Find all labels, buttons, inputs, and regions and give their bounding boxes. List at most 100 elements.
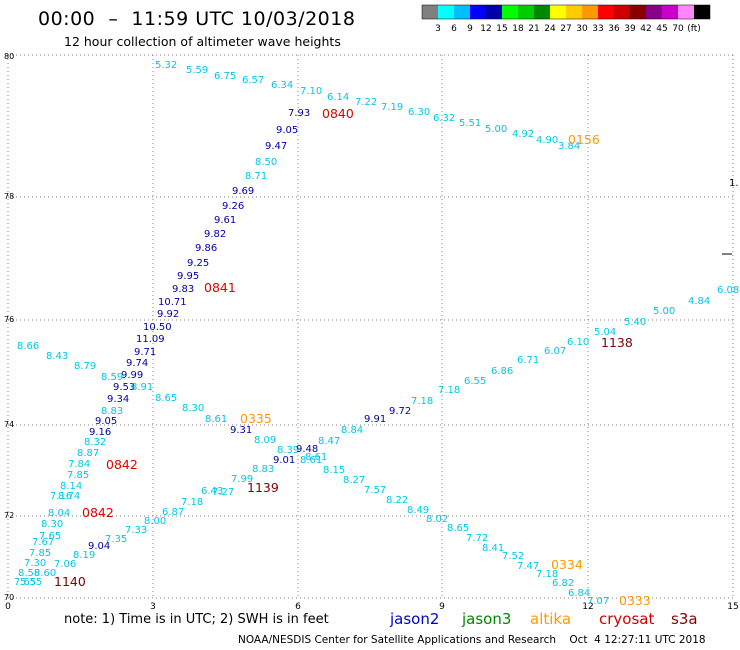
wave-height-label: 5.59 — [186, 65, 208, 76]
y-tick-label: 72 — [4, 511, 14, 520]
wave-height-label: 8.83 — [101, 406, 123, 417]
wave-height-label: 7.18 — [536, 569, 558, 580]
wave-height-label: 7.72 — [466, 533, 488, 544]
wave-height-label: 7.65 — [39, 531, 61, 542]
wave-height-label: 8.59 — [101, 372, 123, 383]
wave-height-label: 8.04 — [48, 508, 70, 519]
pass-time-label: 1139 — [247, 480, 279, 495]
colorbar-label: 6 — [451, 24, 457, 34]
wave-height-label: 6.43 — [201, 486, 223, 497]
wave-height-label: 6.75 — [214, 71, 236, 82]
colorbar-label: 24 — [544, 24, 556, 34]
pass-time-label: 0842 — [82, 505, 114, 520]
wave-height-label: 4.84 — [688, 296, 710, 307]
wave-height-label: 8.84 — [341, 425, 363, 436]
wave-height-label: 7.67 — [32, 537, 54, 548]
colorbar-label: 27 — [560, 24, 571, 34]
colorbar-swatch — [662, 5, 678, 19]
wave-height-label: 7.52 — [502, 551, 524, 562]
wave-height-label: 7.33 — [125, 525, 147, 536]
y-tick-label: 74 — [4, 420, 14, 429]
x-tick-label: 6 — [295, 602, 301, 612]
wave-height-label: 8.41 — [482, 543, 504, 554]
x-tick-label: 9 — [439, 602, 445, 612]
wave-height-label: 11.09 — [136, 334, 165, 345]
pass-time-label: 0156 — [568, 132, 600, 147]
wave-height-label: 6.55 — [464, 376, 486, 387]
wave-height-label: 4.90 — [536, 135, 558, 146]
wave-height-label: 8.58 — [18, 568, 40, 579]
map-title: 00:00 – 11:59 UTC 10/03/2018 — [38, 8, 356, 30]
x-tick-label: 15 — [727, 602, 738, 612]
wave-height-label: 8.61 — [300, 455, 322, 466]
wave-height-label: 8.79 — [74, 361, 96, 372]
colorbar-label: 30 — [576, 24, 588, 34]
wave-height-label: 7.84 — [68, 459, 90, 470]
wave-height-label: 8.65 — [447, 523, 469, 534]
colorbar-label: 70 — [672, 24, 684, 34]
colorbar-swatch — [486, 5, 502, 19]
wave-height-label: 8.15 — [323, 465, 345, 476]
colorbar-swatch — [598, 5, 614, 19]
colorbar-swatch — [630, 5, 646, 19]
wave-height-label: 10.50 — [143, 322, 172, 333]
wave-height-label: 3.84 — [558, 141, 580, 152]
wave-height-label: 5.04 — [594, 327, 616, 338]
wave-height-label: 9.48 — [296, 444, 318, 455]
wave-height-label: 7.57 — [364, 485, 386, 496]
y-tick-label: 78 — [4, 192, 14, 201]
wave-height-label: 8.22 — [386, 495, 408, 506]
wave-height-label: 6.10 — [567, 337, 589, 348]
wave-height-label: 9.99 — [121, 370, 143, 381]
wave-height-label: 10.71 — [158, 297, 187, 308]
wave-height-label: 7.18 — [181, 497, 203, 508]
colorbar-swatch — [550, 5, 566, 19]
pass-time-label: 1140 — [54, 574, 86, 589]
wave-height-label: 8.27 — [343, 475, 365, 486]
wave-height-label: 8.14 — [60, 481, 82, 492]
wave-height-label: 6.30 — [408, 107, 430, 118]
wave-height-label: 9.82 — [204, 229, 226, 240]
wave-height-label: 7.22 — [355, 97, 377, 108]
colorbar-swatch — [534, 5, 550, 19]
wave-height-label: 6.07 — [544, 346, 566, 357]
wave-height-label: 7.27 — [212, 487, 234, 498]
wave-height-label: 7.35 — [105, 534, 127, 545]
x-tick-label: 3 — [150, 602, 156, 612]
legend-jason3: jason3 — [462, 610, 512, 628]
colorbar-swatch — [566, 5, 582, 19]
colorbar-swatch — [614, 5, 630, 19]
colorbar-swatch — [470, 5, 486, 19]
footer-note: note: 1) Time is in UTC; 2) SWH is in fe… — [64, 612, 329, 627]
wave-height-label: 6.34 — [271, 80, 293, 91]
wave-height-label: 9.69 — [232, 186, 254, 197]
wave-height-label: 8.65 — [155, 393, 177, 404]
legend-cryosat: cryosat — [599, 610, 655, 628]
wave-height-label: 9.47 — [265, 141, 287, 152]
wave-height-label: 8.32 — [84, 437, 106, 448]
wave-height-label: 8.74 — [58, 491, 80, 502]
wave-height-label: 6.32 — [433, 113, 455, 124]
wave-height-label: 8.09 — [254, 435, 276, 446]
wave-height-label: 8.50 — [255, 157, 277, 168]
wave-height-label: 9.61 — [214, 215, 236, 226]
legend-jason2: jason2 — [390, 610, 440, 628]
colorbar-swatch — [454, 5, 470, 19]
wave-height-label: 9.26 — [222, 201, 244, 212]
wave-height-label: 8.61 — [205, 414, 227, 425]
pass-time-label: 0334 — [551, 557, 583, 572]
wave-height-label: 9.72 — [389, 406, 411, 417]
wave-height-label: 9.86 — [195, 243, 217, 254]
wave-height-label: 7.16 — [50, 491, 72, 502]
wave-height-label: 8.43 — [46, 351, 68, 362]
wave-height-label: 7.30 — [24, 558, 46, 569]
pass-time-label: 0840 — [322, 106, 354, 121]
colorbar-swatch — [518, 5, 534, 19]
wave-height-label: 6.82 — [552, 578, 574, 589]
x-tick-label: 0 — [5, 602, 11, 612]
wave-height-label: 9.31 — [230, 425, 252, 436]
wave-height-label: 6.08 — [717, 285, 739, 296]
wave-height-label: 8.71 — [245, 171, 267, 182]
wave-height-label: 9.53 — [113, 382, 135, 393]
colorbar-label: 45 — [656, 24, 667, 34]
